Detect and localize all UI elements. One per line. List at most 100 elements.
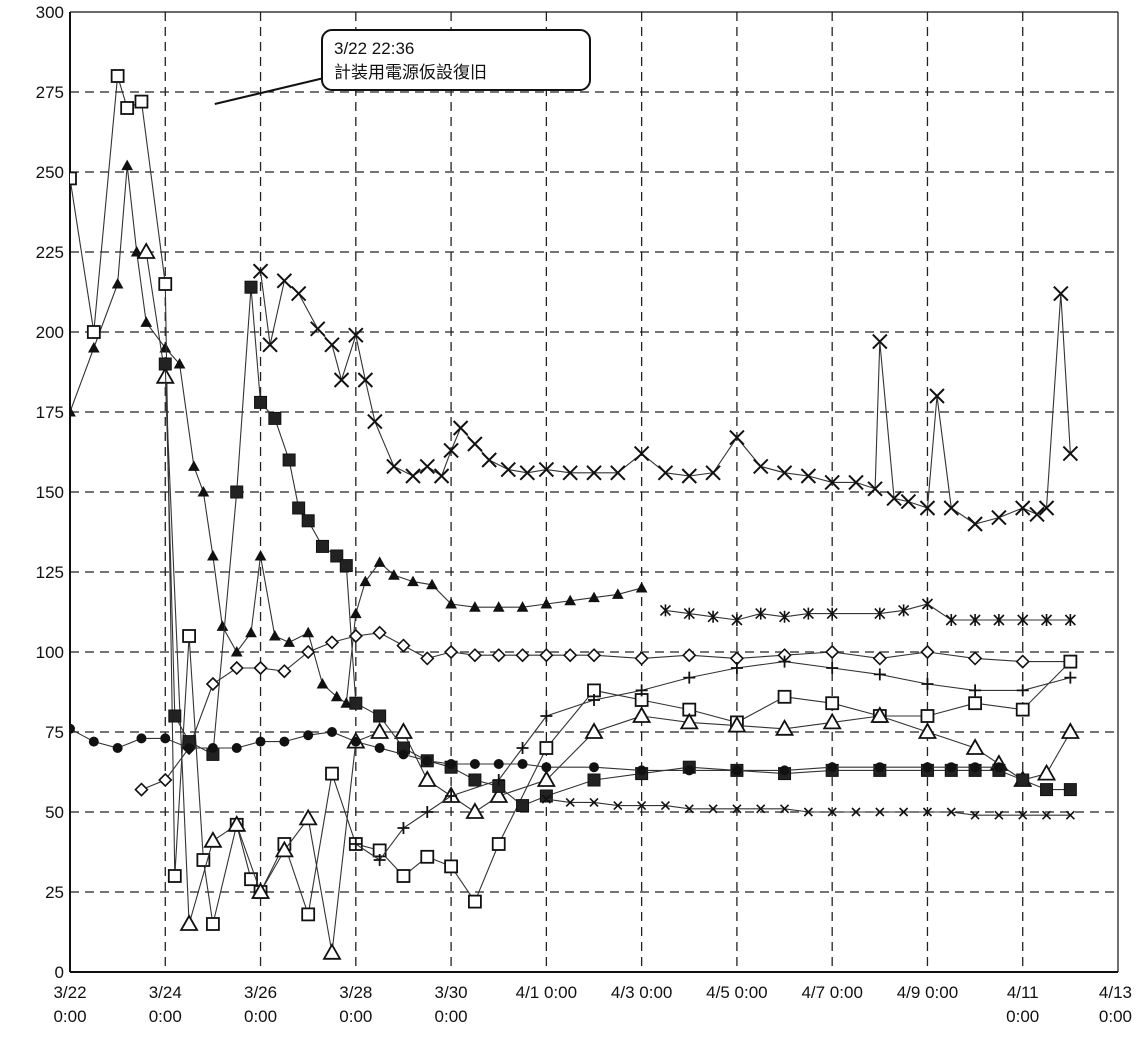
data-point — [994, 810, 1004, 820]
data-point — [679, 712, 699, 730]
data-point — [900, 493, 917, 510]
data-point — [359, 575, 372, 587]
data-point — [443, 442, 459, 459]
data-point — [422, 755, 433, 766]
data-point — [824, 474, 840, 491]
data-point — [778, 655, 791, 668]
data-point — [635, 684, 648, 697]
data-point — [315, 539, 329, 553]
data-point — [357, 372, 374, 388]
data-point — [303, 730, 314, 741]
data-point — [774, 718, 795, 736]
data-point — [182, 629, 196, 643]
data-point — [921, 598, 934, 610]
data-point — [301, 514, 315, 528]
data-point — [184, 743, 195, 753]
y-tick-label: 175 — [36, 403, 64, 422]
data-point — [188, 460, 200, 471]
x-tick-label: 4/5 0:00 — [706, 983, 767, 1002]
data-point — [1063, 783, 1077, 797]
data-point — [70, 171, 77, 186]
data-point — [730, 662, 743, 674]
data-point — [589, 762, 599, 773]
x-tick-label: 4/7 0:00 — [801, 983, 862, 1002]
data-point — [301, 907, 316, 922]
data-point — [302, 626, 315, 638]
data-point — [481, 452, 497, 468]
data-point — [70, 405, 76, 417]
data-point — [1040, 614, 1053, 626]
series-line — [665, 603, 1071, 621]
data-point — [822, 712, 842, 730]
tick-labels: 0 25 50 75 100 125 150 175 200 225 250 275 300 3/22 0:… — [36, 3, 1132, 1026]
data-point — [920, 709, 935, 723]
data-point — [776, 465, 793, 481]
data-point — [802, 607, 814, 620]
data-point — [227, 814, 247, 832]
data-point — [516, 601, 529, 612]
data-point — [564, 594, 577, 606]
data-point — [444, 859, 458, 874]
data-point — [255, 736, 266, 747]
data-point — [111, 277, 124, 289]
callout-text-time: 3/22 22:36 — [334, 39, 414, 58]
data-point — [874, 607, 886, 620]
data-point — [268, 411, 282, 425]
data-point — [374, 743, 385, 753]
data-point — [373, 854, 386, 866]
data-point — [969, 614, 981, 626]
data-point — [230, 645, 243, 657]
data-point — [970, 762, 981, 773]
data-point — [322, 942, 342, 960]
data-point — [130, 245, 143, 257]
data-point — [136, 733, 147, 744]
data-point — [350, 736, 361, 747]
data-point — [634, 651, 649, 666]
data-point — [539, 741, 554, 755]
y-tick-label: 50 — [45, 803, 64, 822]
data-point — [584, 722, 604, 739]
data-point — [140, 316, 153, 327]
data-point — [1041, 810, 1052, 820]
data-point — [274, 840, 294, 858]
data-point — [120, 101, 135, 115]
data-point — [330, 690, 343, 702]
y-tick-label: 250 — [36, 163, 64, 182]
axes — [69, 11, 1119, 973]
data-point — [873, 668, 886, 681]
data-point — [778, 610, 791, 623]
data-point — [683, 607, 695, 620]
series-line — [259, 271, 1071, 525]
data-point — [886, 490, 902, 507]
data-point — [683, 671, 696, 684]
data-point — [489, 786, 509, 803]
data-point — [1015, 654, 1030, 669]
data-point — [867, 481, 883, 497]
data-point — [373, 709, 387, 723]
data-point — [611, 588, 624, 599]
data-point — [373, 556, 386, 567]
data-point — [420, 849, 435, 864]
series-x — [252, 263, 1079, 532]
data-point — [419, 458, 435, 475]
data-point — [970, 810, 980, 820]
data-point — [851, 807, 861, 817]
data-point — [491, 837, 506, 851]
data-point — [197, 485, 210, 497]
data-point — [121, 159, 134, 171]
data-point — [727, 715, 747, 733]
x-tick-label-time: 0:00 — [244, 1007, 277, 1026]
data-point — [159, 341, 172, 353]
data-point — [539, 789, 553, 803]
data-point — [349, 607, 362, 619]
data-point — [827, 762, 838, 773]
series-line — [70, 165, 642, 705]
callout-box — [321, 29, 591, 91]
data-point — [205, 676, 221, 692]
data-point — [610, 465, 626, 481]
data-point — [405, 468, 421, 484]
x-tick-label: 4/1 0:00 — [516, 983, 577, 1002]
data-point — [756, 804, 766, 814]
annotation-callout: 3/22 22:36 計装用電源仮設復旧 — [214, 29, 591, 105]
data-point — [491, 648, 506, 663]
